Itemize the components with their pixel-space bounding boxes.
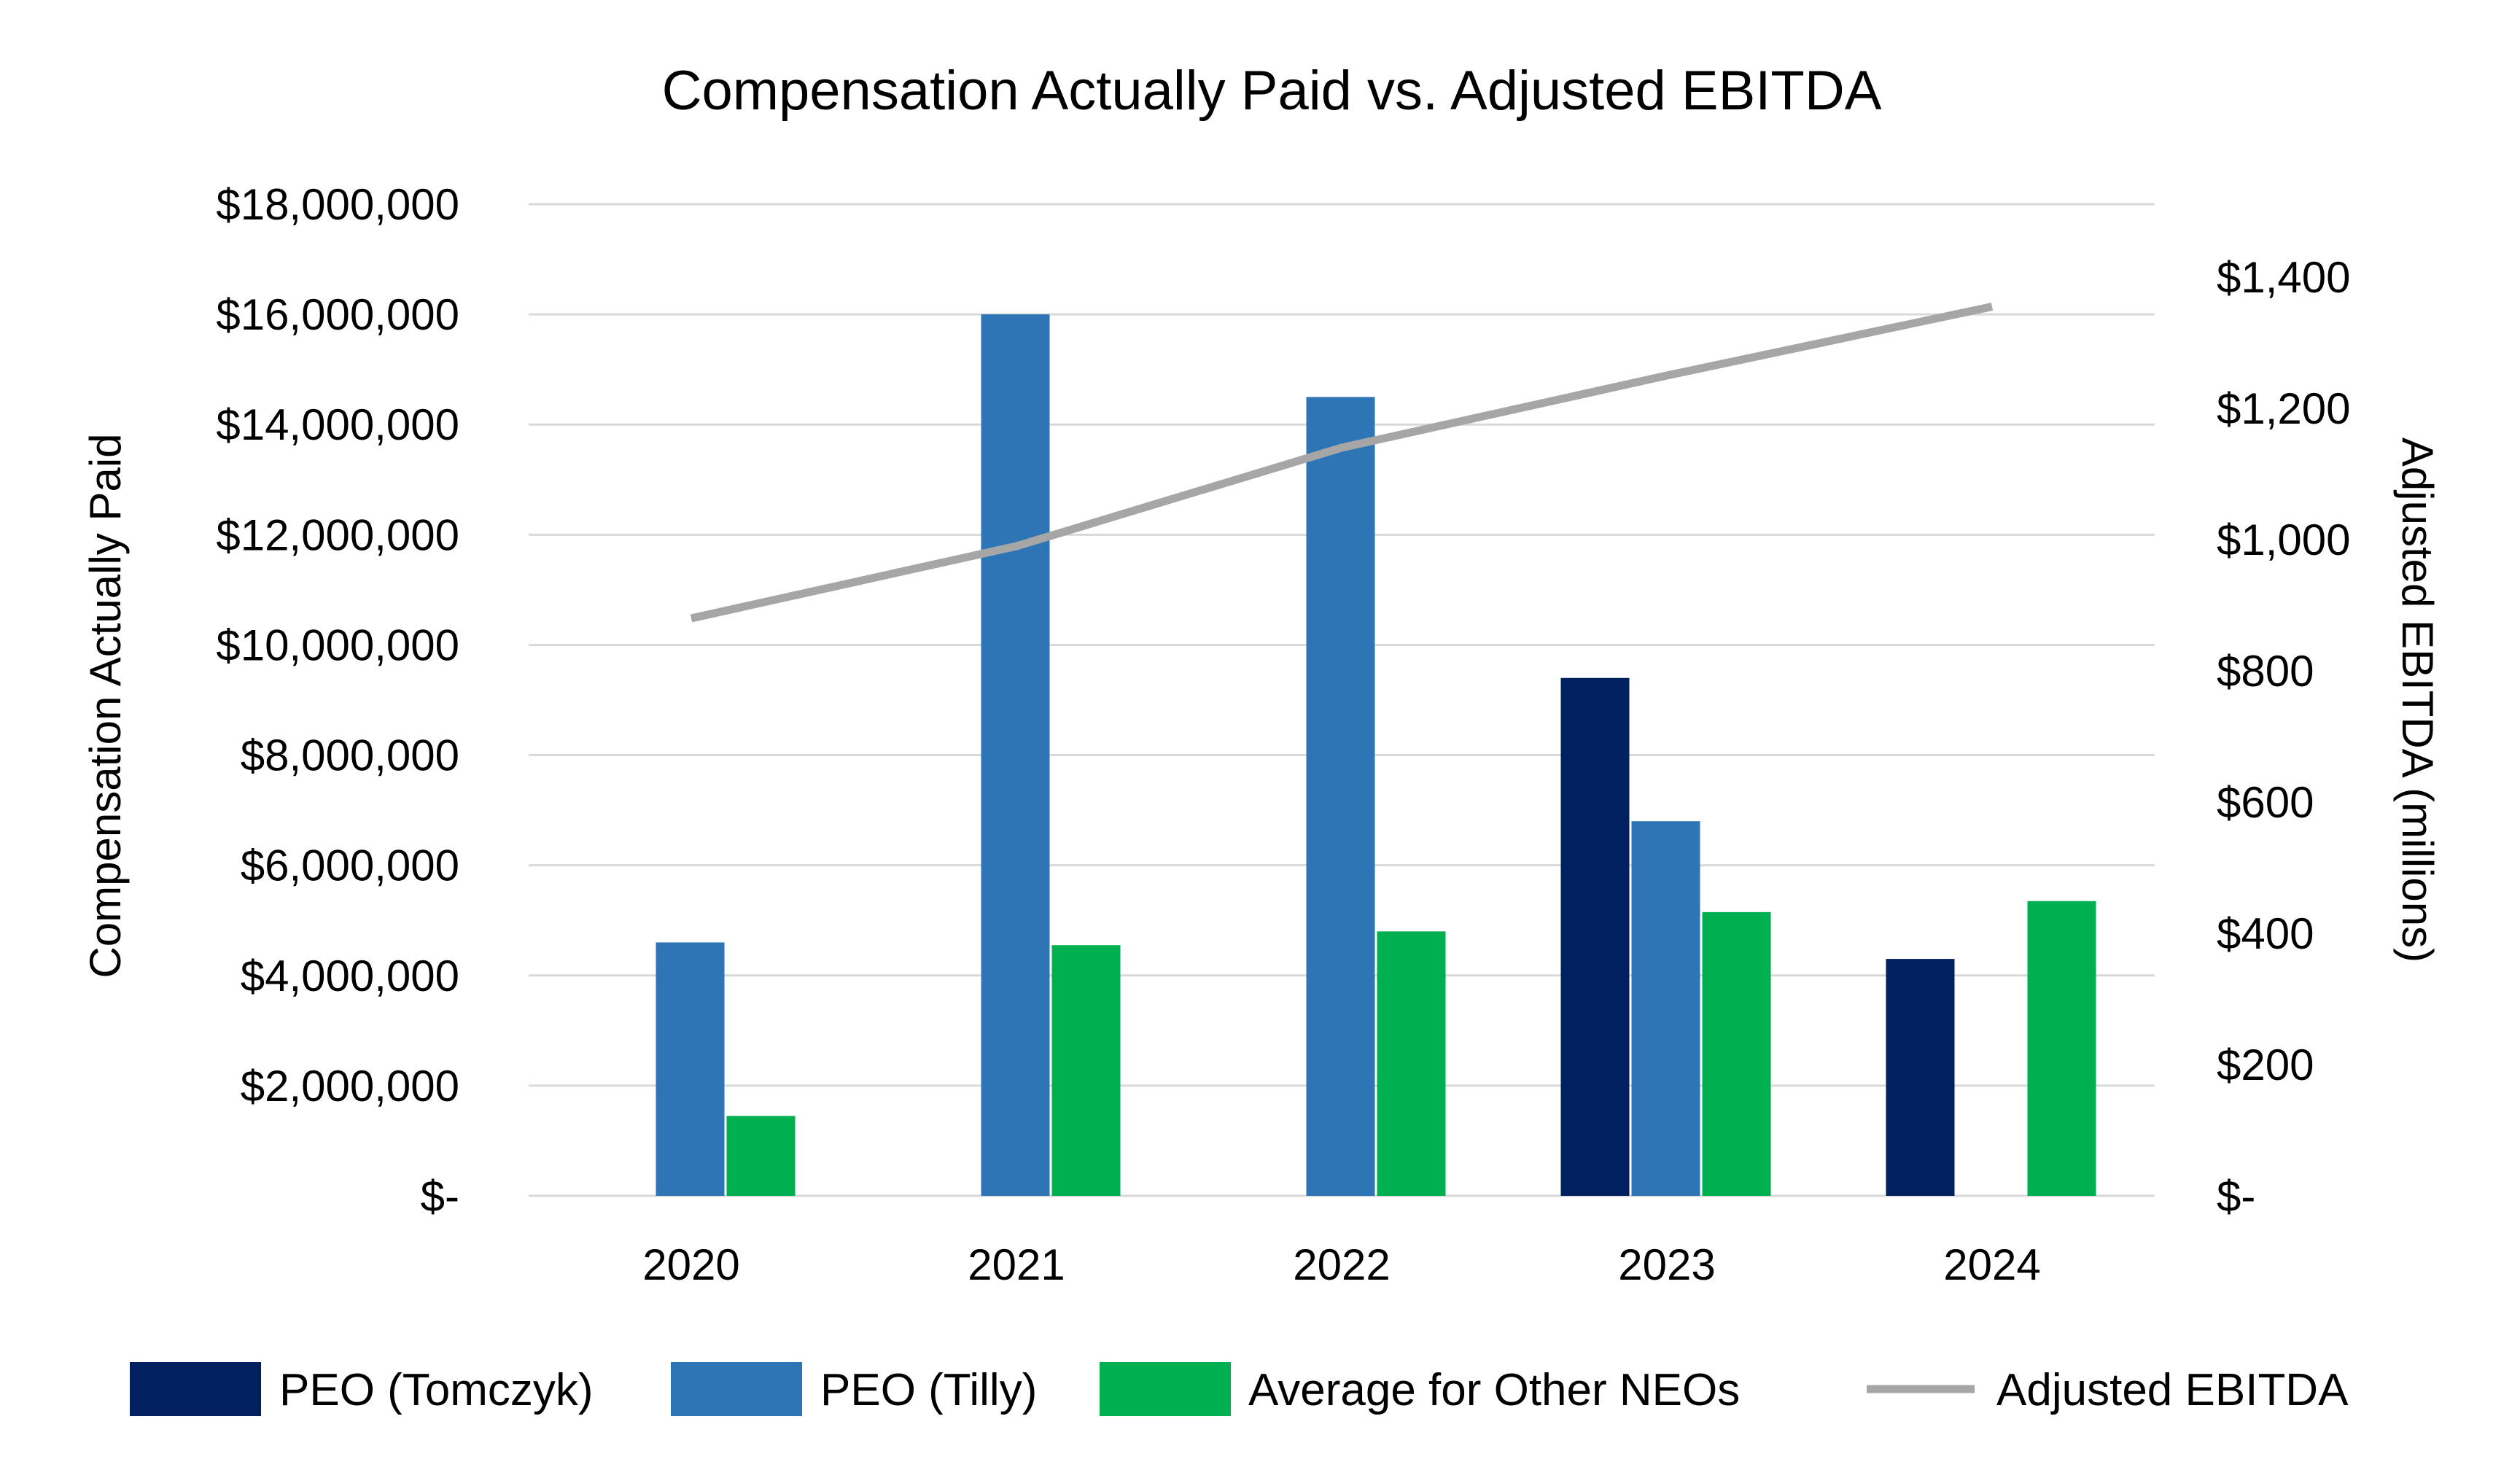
line-adjusted-ebitda — [690, 303, 1994, 623]
left-tick-label-6: $12,000,000 — [216, 510, 459, 559]
legend-swatch-peo-tilly — [671, 1362, 802, 1416]
left-tick-label-0: $- — [421, 1172, 459, 1221]
legend-swatch-average-for-other-neos — [1100, 1362, 1231, 1416]
legend: PEO (Tomczyk) PEO (Tilly) Average for Othe… — [130, 1362, 2349, 1416]
left-axis-tick-labels: $- $2,000,000 $4,000,000 $6,000,000 $8,000,0… — [216, 180, 459, 1221]
bar-peo-tomczyk-2023 — [1560, 677, 1630, 1196]
bar-peo-tilly-2022 — [1306, 397, 1375, 1196]
left-tick-label-1: $2,000,000 — [241, 1062, 459, 1111]
left-tick-label-9: $18,000,000 — [216, 180, 459, 229]
right-tick-label-2: $400 — [2217, 909, 2314, 958]
bar-peo-tilly-2020 — [656, 942, 725, 1196]
right-tick-label-1: $200 — [2217, 1041, 2314, 1089]
right-tick-label-4: $800 — [2217, 647, 2314, 696]
right-axis-tick-labels: $- $200 $400 $600 $800 $1,000 $1,200 $1,400 — [2217, 253, 2351, 1221]
x-tick-label-2022: 2022 — [1293, 1240, 1390, 1289]
ebitda-line — [690, 303, 1994, 623]
right-tick-label-3: $600 — [2217, 778, 2314, 827]
left-tick-label-4: $8,000,000 — [241, 731, 459, 780]
legend-label-peo-tomczyk: PEO (Tomczyk) — [279, 1365, 594, 1415]
legend-label-average-for-other-neos: Average for Other NEOs — [1248, 1365, 1740, 1415]
bar-peo-tilly-2021 — [981, 314, 1050, 1197]
left-tick-label-5: $10,000,000 — [216, 621, 459, 669]
legend-label-peo-tilly: PEO (Tilly) — [820, 1365, 1037, 1415]
right-tick-label-7: $1,400 — [2217, 253, 2351, 302]
bar-peo-tomczyk-2024 — [1886, 959, 1955, 1196]
bar-average-for-other-neos-2020 — [726, 1116, 796, 1196]
bars — [656, 314, 2096, 1197]
left-tick-label-3: $6,000,000 — [241, 841, 459, 890]
x-tick-label-2024: 2024 — [1943, 1240, 2040, 1289]
left-axis-title: Compensation Actually Paid — [81, 433, 130, 978]
right-tick-label-5: $1,000 — [2217, 516, 2351, 564]
x-tick-label-2021: 2021 — [968, 1240, 1065, 1289]
left-tick-label-2: $4,000,000 — [241, 952, 459, 1000]
x-tick-label-2023: 2023 — [1618, 1240, 1715, 1289]
right-tick-label-0: $- — [2217, 1172, 2255, 1221]
x-axis-tick-labels: 2020 2021 2022 2023 2024 — [642, 1240, 2040, 1289]
bar-average-for-other-neos-2022 — [1377, 931, 1446, 1196]
left-tick-label-8: $16,000,000 — [216, 290, 459, 339]
chart-title: Compensation Actually Paid vs. Adjusted … — [662, 60, 1882, 122]
x-tick-label-2020: 2020 — [642, 1240, 739, 1289]
right-axis-title: Adjusted EBITDA (millions) — [2393, 438, 2442, 962]
left-tick-label-7: $14,000,000 — [216, 400, 459, 449]
bar-average-for-other-neos-2023 — [1702, 911, 1771, 1196]
bar-peo-tilly-2023 — [1631, 821, 1700, 1196]
bar-average-for-other-neos-2021 — [1051, 945, 1121, 1196]
legend-swatch-peo-tomczyk — [130, 1362, 261, 1416]
bar-average-for-other-neos-2024 — [2027, 901, 2096, 1196]
legend-label-adjusted-ebitda: Adjusted EBITDA — [1996, 1365, 2349, 1415]
right-tick-label-6: $1,200 — [2217, 384, 2351, 433]
